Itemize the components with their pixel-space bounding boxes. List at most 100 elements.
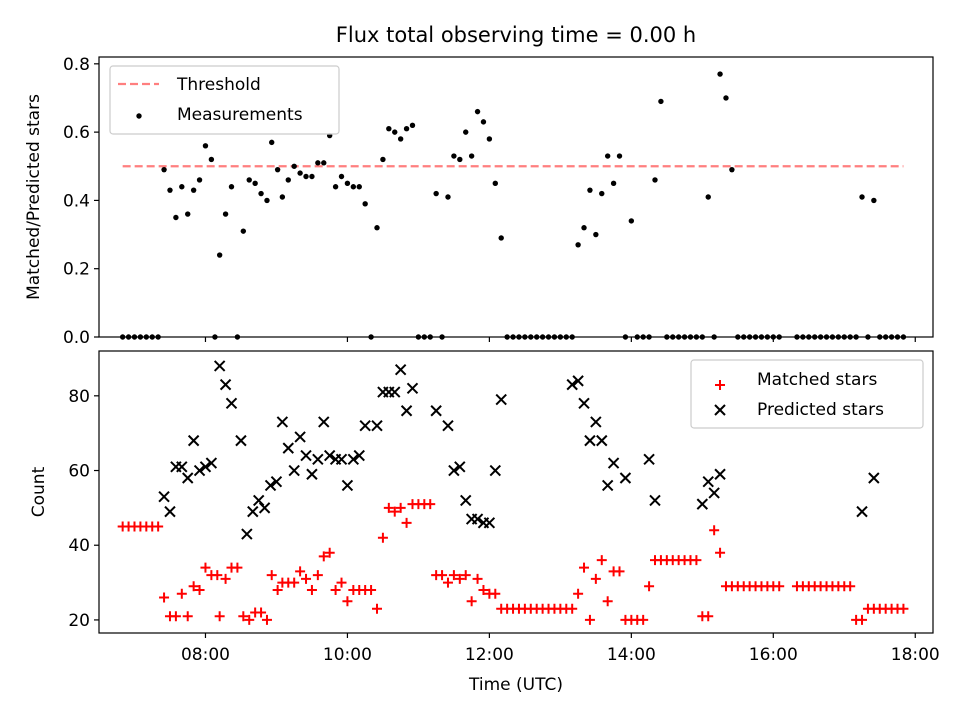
matched-star-point (644, 581, 655, 592)
predicted-star-point (353, 449, 365, 462)
matched-star-point (289, 577, 300, 588)
predicted-star-point (359, 419, 371, 432)
matched-star-point (342, 596, 353, 607)
predicted-star-point (572, 375, 584, 387)
y-tick-label: 0.4 (63, 191, 90, 211)
predicted-star-point (164, 505, 176, 518)
y-tick-label: 0.0 (63, 328, 90, 348)
bottom-plot-frame (98, 350, 934, 634)
measurement-point (309, 173, 315, 180)
measurement-point (362, 201, 368, 207)
matched-star-point (437, 570, 448, 581)
top-y-axis: 0.0 0.2 0.4 0.6 0.8 (63, 55, 99, 348)
predicted-star-point (225, 397, 238, 409)
measurement-point (240, 228, 247, 234)
matched-star-point (336, 577, 347, 588)
legend-matched-swatch (715, 380, 725, 390)
measurement-point (252, 180, 258, 187)
predicted-star-point (448, 464, 460, 477)
matched-star-point (312, 570, 323, 581)
matched-star-point (590, 573, 601, 584)
matched-star-point (214, 611, 225, 622)
matched-star-point (389, 506, 400, 517)
y-tick-label: 40 (68, 536, 90, 556)
predicted-star-point (213, 360, 226, 372)
measurement-point (403, 126, 410, 132)
measurement-point (216, 252, 223, 258)
legend-matched-label: Matched stars (757, 370, 877, 390)
predicted-star-point (714, 468, 726, 480)
bottom-y-axis: 20 40 60 80 (68, 387, 99, 631)
measurement-point (599, 190, 605, 197)
matched-star-point (188, 581, 199, 592)
measurement-point (228, 184, 235, 190)
predicted-star-point (294, 431, 306, 443)
predicted-star-point (264, 479, 277, 492)
predicted-star-point (341, 479, 354, 492)
predicted-star-point (258, 502, 271, 514)
predicted-star-point (601, 479, 614, 492)
measurement-point (859, 194, 865, 200)
matched-star-point (295, 566, 306, 577)
predicted-star-point (708, 487, 720, 499)
predicted-star-point (406, 382, 419, 395)
matched-star-point (153, 521, 164, 532)
measurement-point (581, 225, 587, 231)
matched-star-point (238, 611, 249, 622)
predicted-star-point (596, 434, 608, 447)
matched-star-point (170, 611, 181, 622)
y-tick-label: 80 (68, 387, 90, 407)
measurement-point (451, 153, 457, 159)
predicted-star-point (495, 393, 507, 406)
matched-star-point (182, 611, 193, 622)
x-tick-label: 18:00 (891, 645, 940, 665)
matched-star-point (212, 570, 223, 581)
measurement-point (173, 214, 179, 221)
predicted-star-point (471, 513, 484, 525)
predicted-star-point (158, 490, 170, 503)
predicted-star-point (306, 468, 318, 480)
matched-star-point (425, 499, 436, 510)
predicted-star-point (442, 419, 454, 432)
matched-star-point (266, 570, 277, 581)
matched-star-point (401, 517, 412, 528)
matched-star-point (567, 603, 578, 614)
measurement-point (392, 129, 398, 135)
predicted-star-point (483, 517, 496, 529)
predicted-star-point (288, 464, 300, 477)
top-legend: Threshold Measurements (109, 65, 340, 135)
matched-star-point (584, 614, 595, 625)
x-axis-label: Time (UTC) (468, 675, 563, 695)
measurement-point (374, 225, 380, 231)
matched-star-point (573, 588, 584, 599)
top-panel: 0.00.20.40.60.8 Matched/Predicted stars … (24, 55, 934, 348)
measurement-point (575, 242, 581, 248)
matched-star-point (261, 614, 272, 625)
measurement-point (587, 187, 593, 193)
predicted-star-point (219, 378, 232, 391)
matched-star-point (490, 588, 501, 599)
predicted-star-point (460, 494, 472, 507)
bottom-x-axis: 08:00 10:00 12:00 14:00 16:00 18:00 (181, 633, 940, 665)
predicted-star-point (607, 457, 620, 469)
matched-star-point (857, 614, 868, 625)
measurement-point (264, 197, 270, 204)
matched-star-point (472, 573, 483, 584)
measurement-point (179, 184, 185, 190)
legend-predicted-swatch (714, 404, 726, 416)
measurement-point (185, 211, 191, 217)
measurement-point (285, 177, 291, 183)
predicted-star-point (649, 494, 661, 507)
predicted-star-point (702, 476, 714, 488)
measurement-point (658, 98, 664, 105)
measurement-point (723, 95, 729, 101)
measurement-point (380, 156, 386, 163)
predicted-star-point (868, 472, 880, 484)
predicted-star-point (252, 494, 265, 507)
predicted-star-point (241, 528, 253, 540)
top-x-ticks (204, 337, 916, 342)
predicted-star-point (566, 378, 578, 391)
measurement-point (208, 156, 215, 163)
measurement-point (332, 184, 339, 190)
measurement-point (161, 166, 167, 173)
